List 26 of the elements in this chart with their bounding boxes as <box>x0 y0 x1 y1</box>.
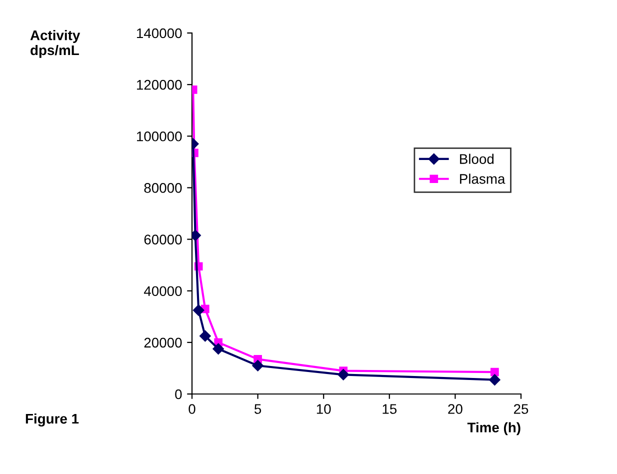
y-tick-label: 80000 <box>144 183 182 193</box>
x-tick-label: 5 <box>254 404 262 414</box>
x-tick-label: 25 <box>514 404 528 414</box>
point <box>338 369 349 380</box>
y-tick-label: 40000 <box>144 286 182 296</box>
y-tick-label: 100000 <box>136 131 182 142</box>
y-tick-label: 120000 <box>136 80 182 90</box>
y-tick-label: 60000 <box>144 234 182 244</box>
caption: Figure 1 <box>26 413 79 427</box>
point <box>489 374 500 386</box>
x-tick-label: 20 <box>448 404 462 414</box>
point <box>192 304 204 316</box>
point <box>252 360 264 372</box>
x-tick-label: 10 <box>316 404 331 414</box>
legend-label: Plasma <box>460 174 506 184</box>
y-tick-label: 20000 <box>144 338 182 348</box>
y-tick-label: 140000 <box>136 28 182 38</box>
point <box>212 343 224 354</box>
legend-label: Blood <box>460 154 494 164</box>
point <box>200 330 211 342</box>
x-tick-label: 0 <box>188 404 196 414</box>
point <box>490 368 499 376</box>
x-axis-title: Time (h) <box>467 422 520 436</box>
y-tick-label: 0 <box>175 389 182 400</box>
y-axis-title: Activity dps/mL <box>30 30 80 58</box>
x-tick-label: 15 <box>382 404 397 414</box>
